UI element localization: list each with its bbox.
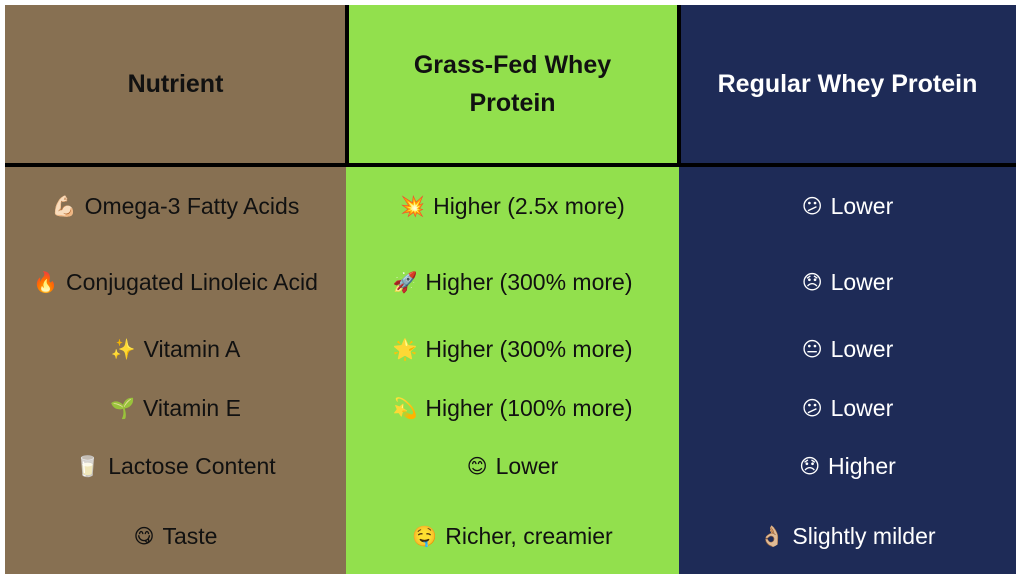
seedling-icon: 🌱 [110, 397, 135, 420]
cell-text: Higher (300% more) [425, 268, 633, 295]
glowing-star-icon: 🌟 [392, 338, 418, 361]
table-cell: 😕 Lower [679, 388, 1016, 428]
smiling-face-icon: 😊 [466, 455, 488, 478]
table-cell: 😞 Lower [679, 262, 1016, 302]
cell-text: Lower [830, 268, 894, 295]
drooling-face-icon: 🤤 [412, 525, 438, 548]
table-cell: 🔥 Conjugated Linoleic Acid [5, 262, 346, 302]
header-nutrient: Nutrient [127, 70, 224, 98]
table-cell: 🚀 Higher (300% more) [346, 262, 679, 302]
confused-face-icon: 😕 [801, 397, 823, 420]
rocket-icon: 🚀 [392, 271, 418, 294]
cell-text: Lactose Content [108, 452, 276, 479]
comparison-table: Nutrient 💪🏻 Omega-3 Fatty Acids 🔥 Conjugat… [5, 5, 1016, 574]
cell-text: Higher [828, 452, 896, 479]
neutral-face-icon: 😐 [801, 338, 823, 361]
table-cell: 😞 Higher [679, 446, 1016, 486]
cell-text: Lower [495, 452, 559, 479]
disappointed-face-icon: 😞 [799, 455, 821, 478]
header-grass-fed: Grass-Fed Whey Protein [413, 51, 612, 117]
table-cell: 💪🏻 Omega-3 Fatty Acids [5, 186, 346, 226]
table-cell: 💥 Higher (2.5x more) [346, 186, 679, 226]
flexed-biceps-icon: 💪🏻 [51, 195, 77, 218]
ok-hand-icon: 👌🏼 [759, 525, 785, 548]
sparkles-icon: ✨ [110, 338, 136, 361]
table-cell: 😕 Lower [679, 186, 1016, 226]
table-cell: 🤤 Richer, creamier [346, 516, 679, 556]
cell-text: Conjugated Linoleic Acid [66, 268, 318, 295]
yum-face-icon: 😋 [133, 525, 155, 548]
table-cell: ✨ Vitamin A [5, 329, 346, 369]
regular-column: Regular Whey Protein 😕 Lower 😞 Lower 😐 Lowe… [679, 5, 1016, 574]
cell-text: Lower [830, 335, 894, 362]
header-regular: Regular Whey Protein [717, 70, 978, 98]
cell-text: Higher (2.5x more) [433, 192, 625, 219]
cell-text: Vitamin E [142, 394, 241, 421]
collision-icon: 💥 [400, 195, 426, 218]
cell-text: Omega-3 Fatty Acids [84, 192, 300, 219]
cell-text: Lower [830, 192, 894, 219]
cell-text: Higher (300% more) [425, 335, 633, 362]
header-divider [5, 163, 679, 167]
cell-text: Higher (100% more) [425, 394, 633, 421]
cell-text: Richer, creamier [445, 522, 613, 549]
grass-fed-column: Grass-Fed Whey Protein 💥 Higher (2.5x mor… [346, 5, 679, 574]
disappointed-face-icon: 😞 [801, 271, 823, 294]
table-cell: 🌟 Higher (300% more) [346, 329, 679, 369]
cell-text: Lower [830, 394, 894, 421]
table-cell: 🥛 Lactose Content [5, 446, 346, 486]
confused-face-icon: 😕 [801, 195, 823, 218]
cell-text: Taste [162, 522, 218, 549]
dizzy-star-icon: 💫 [392, 397, 418, 420]
column-divider [677, 5, 681, 165]
table-cell: 😋 Taste [5, 516, 346, 556]
table-cell: 👌🏼 Slightly milder [679, 516, 1016, 556]
table-cell: 😐 Lower [679, 329, 1016, 369]
header-divider [679, 163, 1016, 167]
cell-text: Vitamin A [143, 335, 241, 362]
fire-icon: 🔥 [33, 271, 58, 294]
column-divider [345, 5, 349, 165]
table-cell: 🌱 Vitamin E [5, 388, 346, 428]
milk-glass-icon: 🥛 [75, 455, 101, 478]
table-cell: 😊 Lower [346, 446, 679, 486]
cell-text: Slightly milder [792, 522, 936, 549]
nutrient-column: Nutrient 💪🏻 Omega-3 Fatty Acids 🔥 Conjugat… [5, 5, 346, 574]
table-cell: 💫 Higher (100% more) [346, 388, 679, 428]
